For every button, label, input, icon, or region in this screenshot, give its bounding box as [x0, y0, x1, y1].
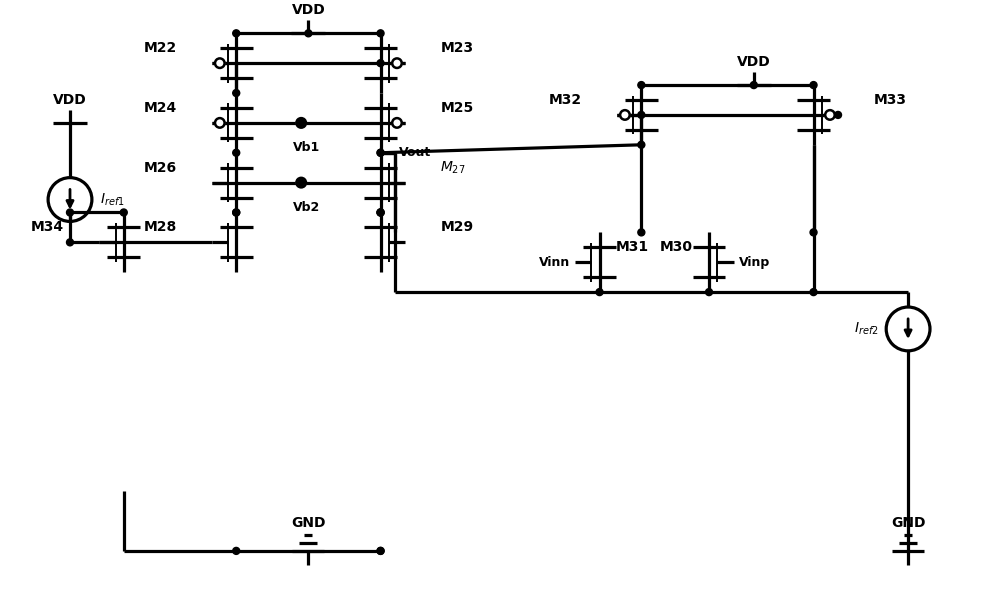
Circle shape — [233, 149, 240, 156]
Circle shape — [750, 82, 757, 88]
Text: M33: M33 — [873, 93, 906, 107]
Text: M31: M31 — [616, 240, 649, 254]
Circle shape — [298, 179, 305, 186]
Circle shape — [706, 289, 713, 295]
Circle shape — [305, 30, 312, 37]
Text: M23: M23 — [440, 41, 473, 55]
Text: Vout: Vout — [398, 146, 431, 159]
Text: M30: M30 — [659, 240, 692, 254]
Circle shape — [377, 149, 384, 156]
Circle shape — [377, 149, 384, 156]
Circle shape — [638, 229, 645, 236]
Text: $I_{ref2}$: $I_{ref2}$ — [854, 321, 878, 337]
Text: GND: GND — [891, 516, 925, 530]
Circle shape — [392, 58, 402, 68]
Circle shape — [596, 289, 603, 295]
Circle shape — [620, 110, 630, 120]
Text: M22: M22 — [143, 41, 177, 55]
Text: VDD: VDD — [292, 4, 325, 17]
Circle shape — [67, 209, 73, 216]
Circle shape — [810, 289, 817, 295]
Text: Vb2: Vb2 — [293, 201, 320, 214]
Text: M29: M29 — [440, 220, 473, 235]
Circle shape — [233, 209, 240, 216]
Circle shape — [377, 209, 384, 216]
Text: Vb1: Vb1 — [293, 141, 320, 154]
Text: VDD: VDD — [53, 93, 87, 107]
Circle shape — [825, 110, 835, 120]
Circle shape — [233, 90, 240, 96]
Circle shape — [377, 60, 384, 67]
Circle shape — [810, 229, 817, 236]
Circle shape — [377, 548, 384, 554]
Circle shape — [377, 209, 384, 216]
Text: $I_{ref1}$: $I_{ref1}$ — [100, 192, 125, 208]
Circle shape — [298, 119, 305, 126]
Text: $M_{27}$: $M_{27}$ — [440, 160, 466, 176]
Circle shape — [638, 141, 645, 148]
Text: M32: M32 — [548, 93, 582, 107]
Circle shape — [233, 30, 240, 37]
Circle shape — [377, 30, 384, 37]
Text: GND: GND — [291, 516, 326, 530]
Circle shape — [67, 239, 73, 246]
Circle shape — [377, 548, 384, 554]
Text: VDD: VDD — [737, 55, 771, 69]
Circle shape — [120, 209, 127, 216]
Circle shape — [835, 112, 842, 119]
Text: M26: M26 — [143, 161, 177, 175]
Text: M25: M25 — [440, 101, 474, 115]
Circle shape — [810, 82, 817, 88]
Circle shape — [638, 112, 645, 119]
Circle shape — [392, 118, 402, 128]
Text: M34: M34 — [31, 220, 64, 235]
Circle shape — [233, 548, 240, 554]
Text: Vinp: Vinp — [738, 256, 770, 269]
Circle shape — [296, 178, 306, 187]
Circle shape — [233, 209, 240, 216]
Circle shape — [215, 58, 225, 68]
Circle shape — [638, 82, 645, 88]
Text: Vinn: Vinn — [539, 256, 570, 269]
Circle shape — [215, 118, 225, 128]
Text: M24: M24 — [143, 101, 177, 115]
Text: M28: M28 — [143, 220, 177, 235]
Circle shape — [296, 118, 306, 128]
Circle shape — [377, 209, 384, 216]
